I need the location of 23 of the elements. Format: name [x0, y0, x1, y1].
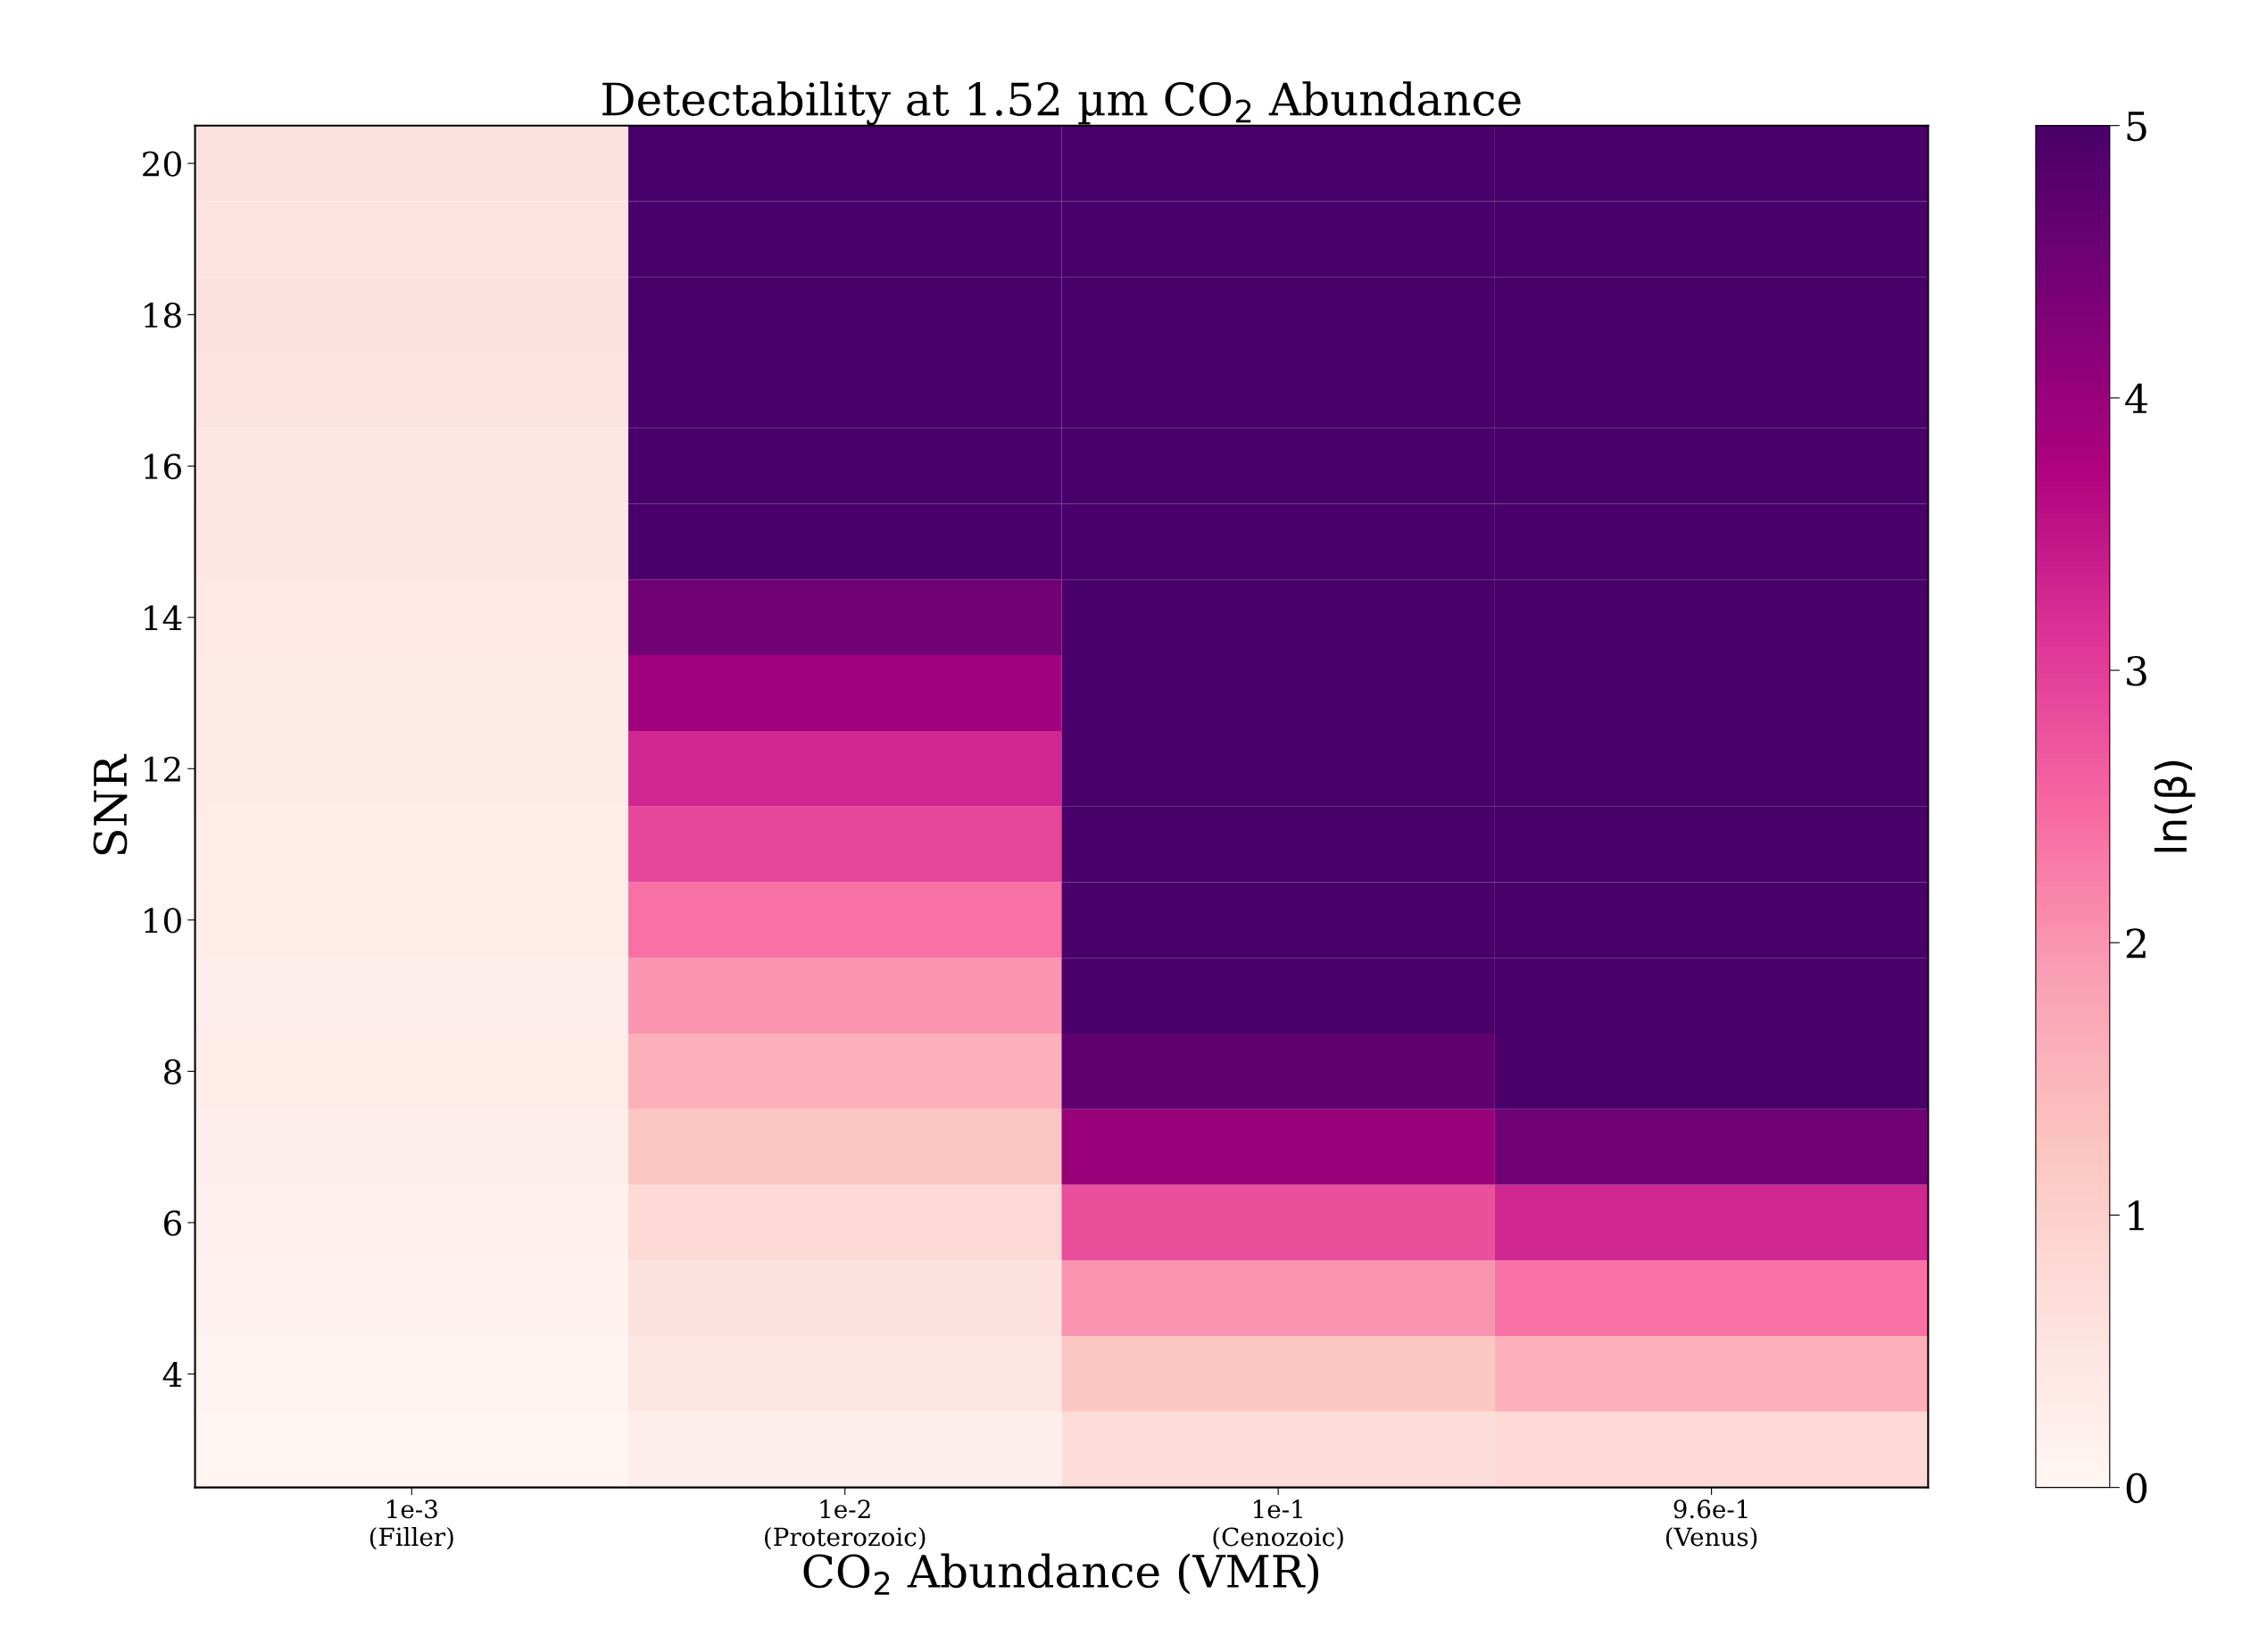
- color-bar-label: 2: [2126, 928, 2146, 959]
- color-bar-label: 4: [2125, 383, 2147, 413]
- x-tick-label: 1e-1 (Cenozoic): [1213, 1499, 1343, 1550]
- y-tick-label: 20: [143, 151, 181, 177]
- x-tick-label: 1e-3 (Filler): [370, 1499, 453, 1550]
- y-tick-label: 18: [145, 303, 181, 328]
- y-tick-label: 10: [145, 908, 181, 934]
- x-axis-title: CO$_{2}$ Abundance (VMR): [803, 1553, 1318, 1595]
- color-bar-label: 1: [2129, 1200, 2144, 1231]
- chart-title: Detectability at 1.52 µm CO$_{2}$ Abundance: [602, 81, 1521, 126]
- y-tick-label: 12: [145, 756, 180, 782]
- y-tick-label: 14: [145, 605, 182, 630]
- y-tick-label: 8: [164, 1058, 181, 1085]
- y-tick-label: 4: [162, 1361, 182, 1387]
- color-bar-label: 0: [2126, 1473, 2147, 1504]
- x-tick-label: 9.6e-1 (Venus): [1665, 1499, 1757, 1550]
- y-tick-label: 16: [145, 453, 181, 479]
- color-bar-title: ln(β): [2154, 760, 2196, 852]
- y-axis-title: SNR: [93, 753, 128, 855]
- y-tick-label: 6: [164, 1210, 181, 1236]
- color-bar-label: 5: [2127, 112, 2147, 142]
- x-tick-label: 1e-2 (Proterozoic): [765, 1499, 926, 1550]
- color-bar-label: 3: [2127, 655, 2147, 686]
